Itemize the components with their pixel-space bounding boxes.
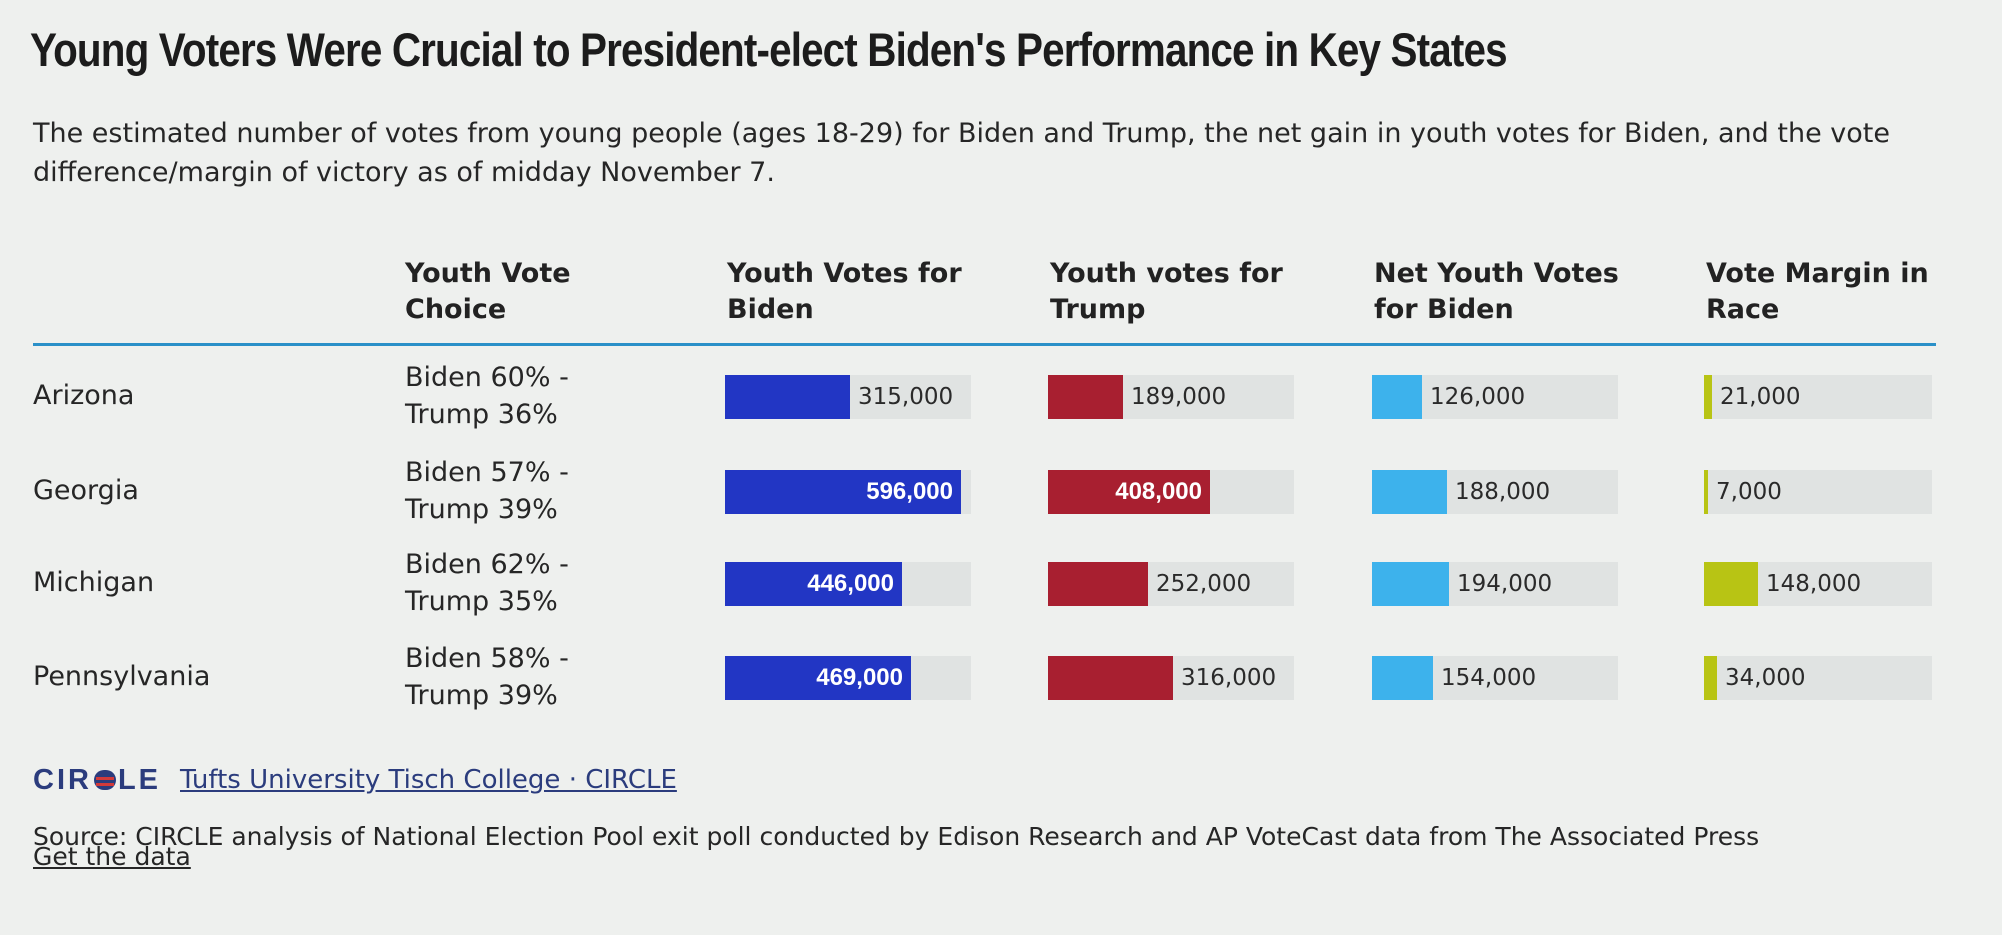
source-note: Source: CIRCLE analysis of National Elec… bbox=[33, 822, 1760, 851]
trump-bar-track: 252,000 bbox=[1048, 562, 1294, 606]
margin-bar bbox=[1704, 656, 1717, 700]
state-label: Pennsylvania bbox=[33, 661, 211, 692]
biden-bar bbox=[725, 470, 961, 514]
margin-data-label: 21,000 bbox=[1720, 384, 1801, 410]
margin-bar-track: 148,000 bbox=[1704, 562, 1932, 606]
header-vote-margin: Vote Margin in Race bbox=[1706, 258, 1929, 325]
net-bar-track: 126,000 bbox=[1372, 375, 1618, 419]
header-youth-votes-biden: Youth Votes for Biden bbox=[727, 258, 962, 325]
biden-data-label: 469,000 bbox=[816, 664, 903, 691]
net-data-label: 126,000 bbox=[1430, 384, 1526, 410]
trump-data-label: 408,000 bbox=[1115, 478, 1202, 505]
trump-bar bbox=[1048, 562, 1148, 606]
state-label: Michigan bbox=[33, 567, 155, 598]
vote-choice: Biden 62% - Trump 35% bbox=[405, 549, 569, 617]
trump-bar-track: 189,000 bbox=[1048, 375, 1294, 419]
trump-bar bbox=[1048, 656, 1173, 700]
header-net-youth-votes: Net Youth Votes for Biden bbox=[1374, 258, 1619, 325]
margin-data-label: 7,000 bbox=[1716, 479, 1782, 505]
vote-choice: Biden 58% - Trump 39% bbox=[405, 643, 569, 711]
margin-bar bbox=[1704, 562, 1758, 606]
state-label: Georgia bbox=[33, 475, 139, 506]
state-label: Arizona bbox=[33, 380, 135, 411]
circle-logo: CIR LE bbox=[33, 764, 162, 796]
margin-bar-track: 34,000 bbox=[1704, 656, 1932, 700]
trump-data-label: 252,000 bbox=[1156, 571, 1252, 597]
trump-data-label: 189,000 bbox=[1131, 384, 1227, 410]
net-data-label: 194,000 bbox=[1457, 571, 1553, 597]
trump-data-label: 316,000 bbox=[1181, 665, 1277, 691]
net-bar bbox=[1372, 656, 1433, 700]
flag-icon bbox=[93, 770, 116, 790]
net-bar bbox=[1372, 562, 1449, 606]
biden-bar-track: 469,000 bbox=[725, 656, 971, 700]
trump-bar-track: 316,000 bbox=[1048, 656, 1294, 700]
vote-choice: Biden 60% - Trump 36% bbox=[405, 362, 569, 430]
margin-bar-track: 7,000 bbox=[1704, 470, 1932, 514]
trump-bar-track: 408,000 bbox=[1048, 470, 1294, 514]
net-bar bbox=[1372, 375, 1422, 419]
biden-data-label: 446,000 bbox=[807, 570, 894, 597]
vote-choice: Biden 57% - Trump 39% bbox=[405, 457, 569, 525]
biden-bar-track: 315,000 bbox=[725, 375, 971, 419]
trump-bar bbox=[1048, 470, 1210, 514]
get-data-link[interactable]: Get the data bbox=[33, 842, 191, 871]
chart-title: Young Voters Were Crucial to President-e… bbox=[30, 23, 1508, 76]
chart-subtitle: The estimated number of votes from young… bbox=[33, 118, 1890, 188]
header-youth-vote-choice: Youth Vote Choice bbox=[405, 258, 571, 325]
margin-bar bbox=[1704, 375, 1712, 419]
header-youth-votes-trump: Youth votes for Trump bbox=[1050, 258, 1283, 325]
net-data-label: 154,000 bbox=[1441, 665, 1537, 691]
header-divider bbox=[33, 343, 1936, 346]
biden-bar bbox=[725, 562, 902, 606]
biden-bar-track: 446,000 bbox=[725, 562, 971, 606]
margin-bar-track: 21,000 bbox=[1704, 375, 1932, 419]
biden-bar-track: 596,000 bbox=[725, 470, 971, 514]
net-data-label: 188,000 bbox=[1455, 479, 1551, 505]
trump-bar bbox=[1048, 375, 1123, 419]
margin-data-label: 148,000 bbox=[1766, 571, 1862, 597]
net-bar-track: 188,000 bbox=[1372, 470, 1618, 514]
credit-link[interactable]: Tufts University Tisch College · CIRCLE bbox=[180, 765, 677, 795]
biden-data-label: 315,000 bbox=[858, 384, 954, 410]
net-bar-track: 154,000 bbox=[1372, 656, 1618, 700]
margin-data-label: 34,000 bbox=[1725, 665, 1806, 691]
biden-data-label: 596,000 bbox=[866, 478, 953, 505]
net-bar-track: 194,000 bbox=[1372, 562, 1618, 606]
biden-bar bbox=[725, 656, 911, 700]
margin-bar bbox=[1704, 470, 1708, 514]
biden-bar bbox=[725, 375, 850, 419]
net-bar bbox=[1372, 470, 1447, 514]
